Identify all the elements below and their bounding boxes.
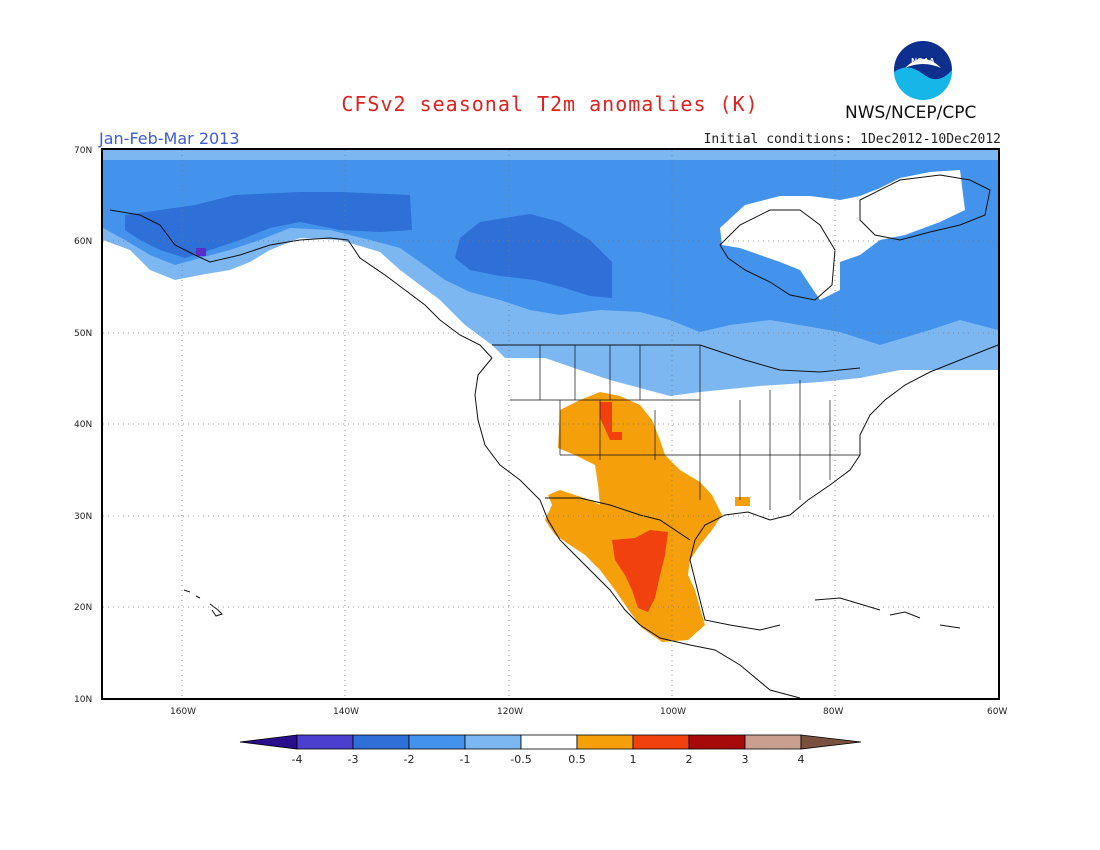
lon-tick-label: 80W xyxy=(823,707,843,717)
warm-anomaly-strong-north xyxy=(600,402,622,440)
colorbar-label: 2 xyxy=(686,753,693,766)
colorbar-arrow-low xyxy=(239,734,298,750)
alaska-coastline xyxy=(109,209,493,359)
lat-tick-label: 70N xyxy=(74,146,92,156)
state-boundaries xyxy=(510,345,860,510)
warm-anomaly-southwest xyxy=(545,392,722,642)
colorbar-swatch xyxy=(296,734,354,750)
colorbar-swatch xyxy=(464,734,522,750)
noaa-logo-bird xyxy=(905,59,941,68)
figure-title: CFSv2 seasonal T2m anomalies (K) xyxy=(341,92,759,116)
warm-anomaly-gulf-coast xyxy=(735,497,750,506)
noaa-logo-wave xyxy=(894,67,953,100)
colorbar-label: -2 xyxy=(404,753,415,766)
colorbar-label: -4 xyxy=(292,753,303,766)
colorbar-swatch xyxy=(408,734,466,750)
colorbar-swatch xyxy=(632,734,690,750)
colorbar-swatch xyxy=(744,734,802,750)
colorbar-label: -1 xyxy=(460,753,471,766)
cold-anomaly-dark-central xyxy=(455,214,612,298)
noaa-logo: NOAA xyxy=(894,41,953,100)
latitude-tick-labels: 70N 60N 50N 40N 30N 20N 10N xyxy=(74,146,92,705)
lat-tick-label: 60N xyxy=(74,237,92,247)
caribbean-islands xyxy=(814,597,961,629)
colorbar: -4 -3 -2 -1 -0.5 0.5 1 2 3 4 xyxy=(239,734,862,766)
noaa-logo-text: NOAA xyxy=(911,57,935,66)
lat-tick-label: 10N xyxy=(74,695,92,705)
neutral-hudson-bay xyxy=(720,170,965,300)
colorbar-label: -3 xyxy=(348,753,359,766)
greenland-outline xyxy=(859,174,991,241)
us-canada-border xyxy=(492,344,861,373)
colorbar-label: 1 xyxy=(630,753,637,766)
longitude-tick-labels: 160W 140W 120W 100W 80W 60W xyxy=(170,707,1007,717)
colorbar-swatch xyxy=(576,734,634,750)
colorbar-label: 0.5 xyxy=(568,753,586,766)
cold-anomaly-dark-west xyxy=(125,192,412,258)
lon-tick-label: 60W xyxy=(987,707,1007,717)
colorbar-swatch xyxy=(688,734,746,750)
warm-anomaly-strong-mexico xyxy=(612,530,668,612)
agency-label: NWS/NCEP/CPC xyxy=(845,103,977,123)
initial-conditions: Initial conditions: 1Dec2012-10Dec2012 xyxy=(703,132,1001,147)
forecast-period: Jan-Feb-Mar 2013 xyxy=(99,129,240,148)
lon-tick-label: 160W xyxy=(170,707,196,717)
east-coast xyxy=(689,344,999,631)
map-gridlines xyxy=(103,150,998,698)
west-coast xyxy=(474,357,801,699)
lon-tick-label: 140W xyxy=(333,707,359,717)
map-frame xyxy=(101,148,1000,700)
colorbar-label: 4 xyxy=(798,753,805,766)
colorbar-swatch xyxy=(352,734,410,750)
lat-tick-label: 50N xyxy=(74,329,92,339)
lon-tick-label: 100W xyxy=(660,707,686,717)
anomaly-shading xyxy=(103,150,998,642)
lon-tick-label: 120W xyxy=(497,707,523,717)
lat-tick-label: 40N xyxy=(74,420,92,430)
lat-tick-label: 20N xyxy=(74,603,92,613)
us-mexico-border xyxy=(545,497,691,541)
hawaii-islands xyxy=(183,589,223,617)
colorbar-swatch xyxy=(520,734,578,750)
lat-tick-label: 30N xyxy=(74,512,92,522)
hudson-bay-outline xyxy=(719,209,836,301)
coastlines-and-borders xyxy=(109,174,999,699)
colorbar-label: 3 xyxy=(742,753,749,766)
colorbar-label: -0.5 xyxy=(510,753,531,766)
colorbar-arrow-high xyxy=(800,734,862,750)
cold-anomaly-darkest xyxy=(196,248,206,256)
